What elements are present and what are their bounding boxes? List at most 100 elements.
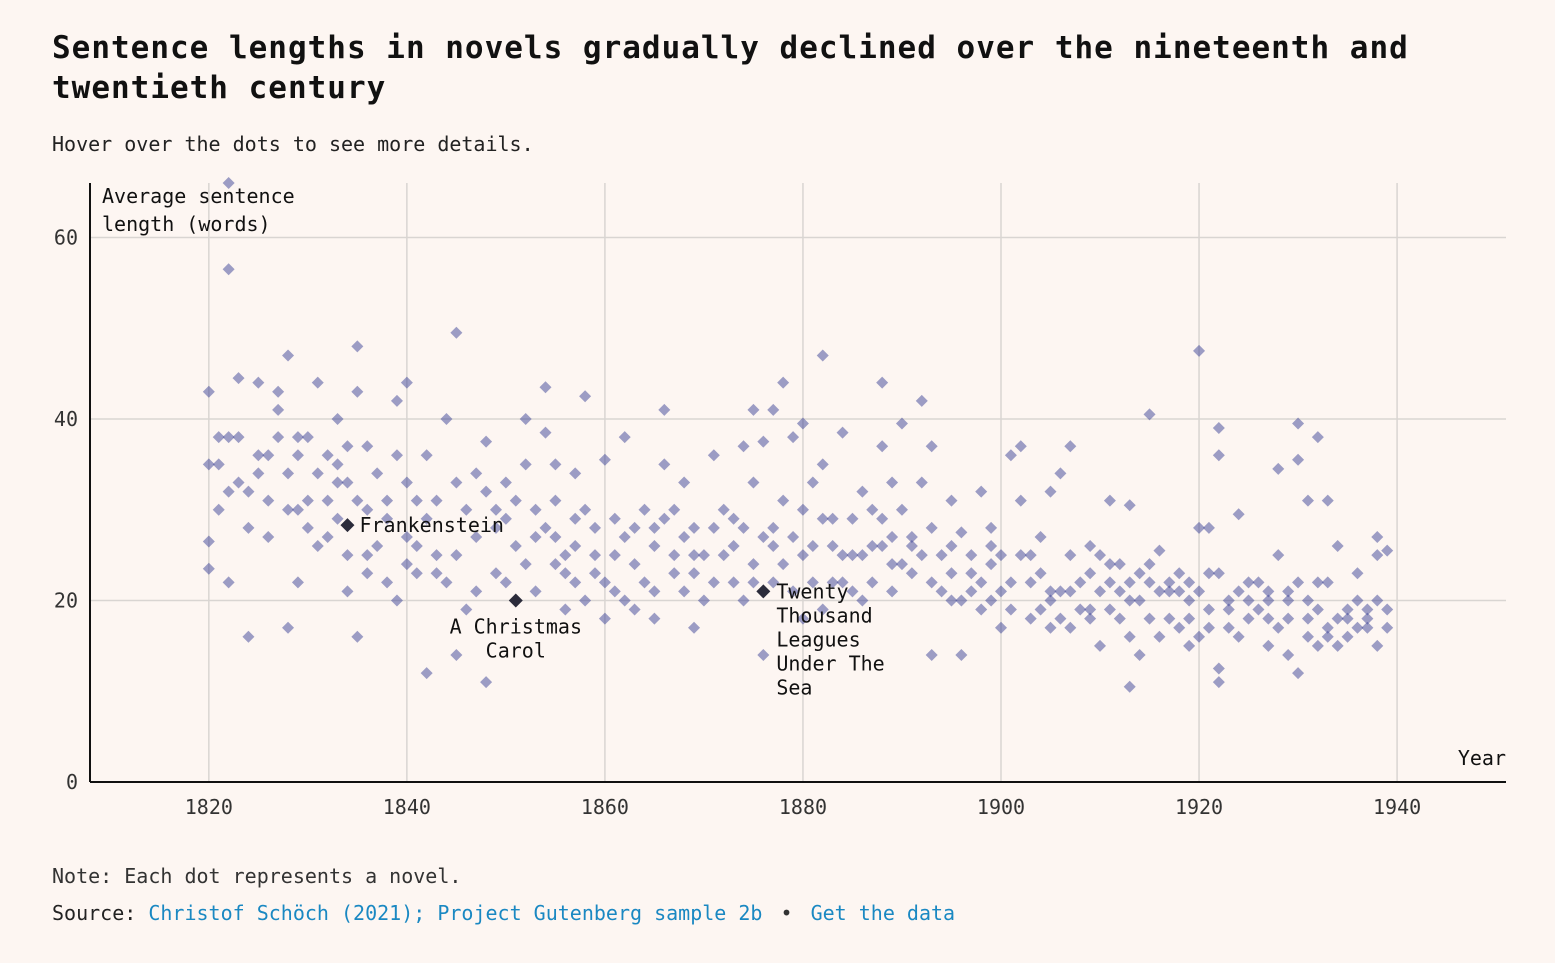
data-point <box>747 558 760 571</box>
data-point <box>1292 576 1305 589</box>
data-point <box>905 530 918 543</box>
data-point <box>480 435 493 448</box>
data-point <box>1212 662 1225 675</box>
data-point <box>291 503 304 516</box>
data-point <box>697 549 710 562</box>
data-point <box>1341 612 1354 625</box>
data-point <box>1321 494 1334 507</box>
data-point <box>1084 540 1097 553</box>
data-point <box>460 603 473 616</box>
data-point <box>232 372 245 385</box>
data-point <box>895 417 908 430</box>
source-link[interactable]: Christof Schöch (2021); Project Gutenber… <box>148 901 763 925</box>
data-point <box>1153 544 1166 557</box>
data-point <box>886 476 899 489</box>
data-point <box>1331 540 1344 553</box>
data-point <box>866 576 879 589</box>
data-point <box>767 540 780 553</box>
data-point <box>420 449 433 462</box>
data-point <box>678 530 691 543</box>
chart-subtitle: Hover over the dots to see more details. <box>52 132 534 156</box>
data-point <box>945 567 958 580</box>
data-point <box>598 612 611 625</box>
data-point <box>282 621 295 634</box>
data-point <box>1272 462 1285 475</box>
data-point <box>371 540 384 553</box>
data-point <box>1272 621 1285 634</box>
data-point <box>955 594 968 607</box>
data-point <box>559 603 572 616</box>
x-tick-label: 1920 <box>1175 795 1223 819</box>
data-point <box>688 521 701 534</box>
data-point <box>895 503 908 516</box>
data-point <box>965 585 978 598</box>
y-tick-label: 20 <box>54 588 78 612</box>
data-point <box>886 530 899 543</box>
data-point <box>1341 603 1354 616</box>
data-point <box>1113 585 1126 598</box>
data-point <box>965 549 978 562</box>
data-point <box>1193 585 1206 598</box>
data-point <box>1212 449 1225 462</box>
data-point <box>1123 680 1136 693</box>
data-point <box>361 440 374 453</box>
get-data-link[interactable]: Get the data <box>810 901 956 925</box>
data-point <box>1133 648 1146 661</box>
data-point <box>400 476 413 489</box>
data-point <box>232 431 245 444</box>
data-point <box>1222 621 1235 634</box>
data-point <box>549 530 562 543</box>
data-point <box>440 576 453 589</box>
data-point <box>341 585 354 598</box>
data-point <box>757 435 770 448</box>
data-point <box>460 503 473 516</box>
data-point <box>331 458 344 471</box>
data-point <box>598 576 611 589</box>
y-tick-label: 60 <box>54 225 78 249</box>
data-point <box>400 376 413 389</box>
data-point <box>450 549 463 562</box>
data-point <box>648 521 661 534</box>
data-point <box>1054 585 1067 598</box>
data-point <box>282 503 295 516</box>
data-point <box>1292 667 1305 680</box>
data-point <box>618 431 631 444</box>
data-point <box>480 676 493 689</box>
x-tick-label: 1820 <box>185 795 233 819</box>
data-point <box>787 431 800 444</box>
data-point <box>361 503 374 516</box>
data-point <box>1301 630 1314 643</box>
data-point <box>915 394 928 407</box>
data-point <box>826 576 839 589</box>
data-point <box>628 521 641 534</box>
data-point <box>1262 612 1275 625</box>
data-point <box>1074 603 1087 616</box>
data-point <box>836 576 849 589</box>
data-point <box>1034 567 1047 580</box>
data-point <box>301 431 314 444</box>
data-point <box>242 485 255 498</box>
data-point <box>222 263 235 276</box>
data-point <box>1173 567 1186 580</box>
data-point <box>1143 408 1156 421</box>
data-point <box>222 177 235 189</box>
data-point <box>420 512 433 525</box>
data-point <box>529 585 542 598</box>
data-point <box>529 530 542 543</box>
data-point <box>668 503 681 516</box>
data-point <box>965 567 978 580</box>
data-point <box>1044 585 1057 598</box>
data-point <box>390 394 403 407</box>
data-point <box>727 576 740 589</box>
data-point <box>1054 467 1067 480</box>
data-point <box>994 621 1007 634</box>
data-point <box>747 576 760 589</box>
data-point <box>1064 585 1077 598</box>
data-point <box>351 630 364 643</box>
x-tick-label: 1880 <box>779 795 827 819</box>
data-point <box>757 648 770 661</box>
data-point <box>212 503 225 516</box>
data-point <box>589 549 602 562</box>
y-axis-label: Average sentence length (words) <box>102 184 295 236</box>
data-point <box>767 576 780 589</box>
